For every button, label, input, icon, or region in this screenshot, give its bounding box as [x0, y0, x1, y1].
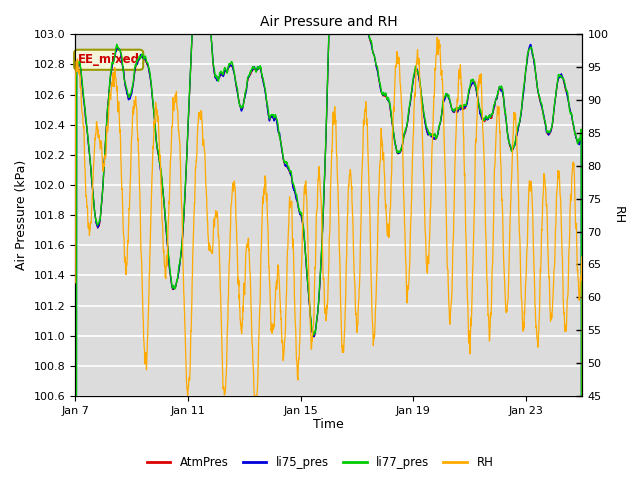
- X-axis label: Time: Time: [314, 419, 344, 432]
- Text: EE_mixed: EE_mixed: [77, 53, 140, 66]
- Y-axis label: Air Pressure (kPa): Air Pressure (kPa): [15, 160, 28, 270]
- Y-axis label: RH: RH: [612, 206, 625, 224]
- Legend: AtmPres, li75_pres, li77_pres, RH: AtmPres, li75_pres, li77_pres, RH: [142, 452, 498, 474]
- Title: Air Pressure and RH: Air Pressure and RH: [260, 15, 397, 29]
